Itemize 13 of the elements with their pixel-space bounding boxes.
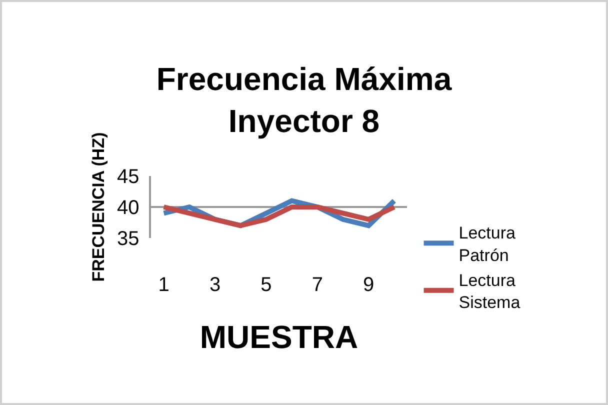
y-tick-label: 45 — [117, 166, 140, 188]
x-axis-title: MUESTRA — [200, 318, 358, 355]
y-tick-label: 40 — [117, 197, 140, 219]
x-tick-label: 1 — [158, 274, 170, 296]
x-tick-label: 3 — [209, 274, 221, 296]
legend-label: Lectura Patrón — [458, 224, 516, 265]
legend-label: Lectura Sistema — [458, 270, 521, 312]
x-tick-label: 7 — [312, 274, 323, 296]
x-tick-label: 5 — [260, 274, 272, 296]
chart-title: Frecuencia Máxima Inyector 8 — [156, 61, 452, 139]
y-axis-title: FRECUENCIA (HZ) — [89, 132, 108, 282]
y-tick-label: 35 — [117, 228, 140, 250]
x-tick-label: 9 — [363, 274, 374, 296]
